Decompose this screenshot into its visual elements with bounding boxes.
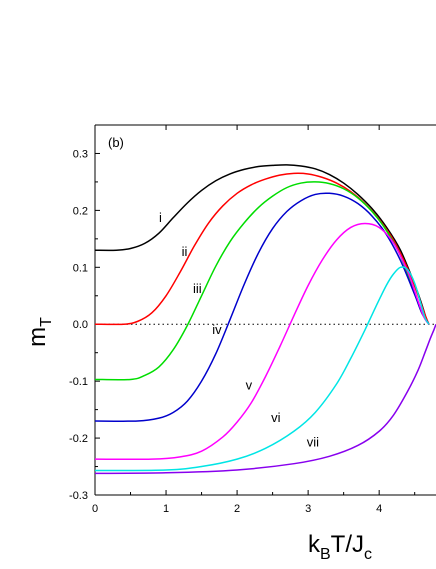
series-line-iii bbox=[94, 181, 430, 381]
y-axis-title: mT bbox=[24, 317, 55, 347]
series-line-vi bbox=[94, 266, 430, 472]
x-axis-title-k: k bbox=[308, 531, 321, 558]
x-tick-label: 2 bbox=[234, 503, 240, 515]
x-tick-label: 3 bbox=[305, 503, 311, 515]
x-axis-title-sub-b: B bbox=[320, 546, 331, 563]
series-label-v: v bbox=[246, 378, 253, 393]
series-line-v bbox=[94, 222, 430, 461]
axis-ticks: 0 1 2 3 4 -0.3 -0.2 -0.1 0.0 0.1 0.2 0.3 bbox=[69, 125, 416, 515]
series-label-vi: vi bbox=[271, 410, 281, 425]
series-line-iv bbox=[94, 192, 430, 422]
series-line-vii bbox=[94, 323, 436, 475]
y-tick-label: -0.1 bbox=[69, 376, 88, 388]
y-axis-title-main: m bbox=[24, 327, 51, 347]
y-tick-label: 0.2 bbox=[73, 205, 88, 217]
y-tick-label: 0.0 bbox=[73, 319, 88, 331]
series-label-vii: vii bbox=[307, 435, 319, 450]
x-axis-title-mid: T/J bbox=[331, 531, 364, 558]
x-tick-label: 1 bbox=[163, 503, 169, 515]
series-label-i: i bbox=[159, 210, 162, 225]
x-axis-title: kBT/Jc bbox=[308, 531, 372, 563]
y-tick-label: -0.3 bbox=[69, 490, 88, 502]
y-tick-label: 0.3 bbox=[73, 148, 88, 160]
series-label-ii: ii bbox=[182, 244, 188, 259]
series-curves bbox=[94, 164, 436, 475]
y-tick-label: 0.1 bbox=[73, 262, 88, 274]
panel-label: (b) bbox=[108, 135, 124, 150]
x-tick-label: 4 bbox=[376, 503, 382, 515]
series-label-iii: iii bbox=[193, 281, 202, 296]
series-label-iv: iv bbox=[212, 322, 222, 337]
x-tick-label: 0 bbox=[92, 503, 98, 515]
y-axis-title-sub: T bbox=[38, 317, 55, 327]
series-line-ii bbox=[94, 172, 430, 326]
y-tick-label: -0.2 bbox=[69, 433, 88, 445]
x-axis-title-sub-c: c bbox=[364, 546, 372, 563]
